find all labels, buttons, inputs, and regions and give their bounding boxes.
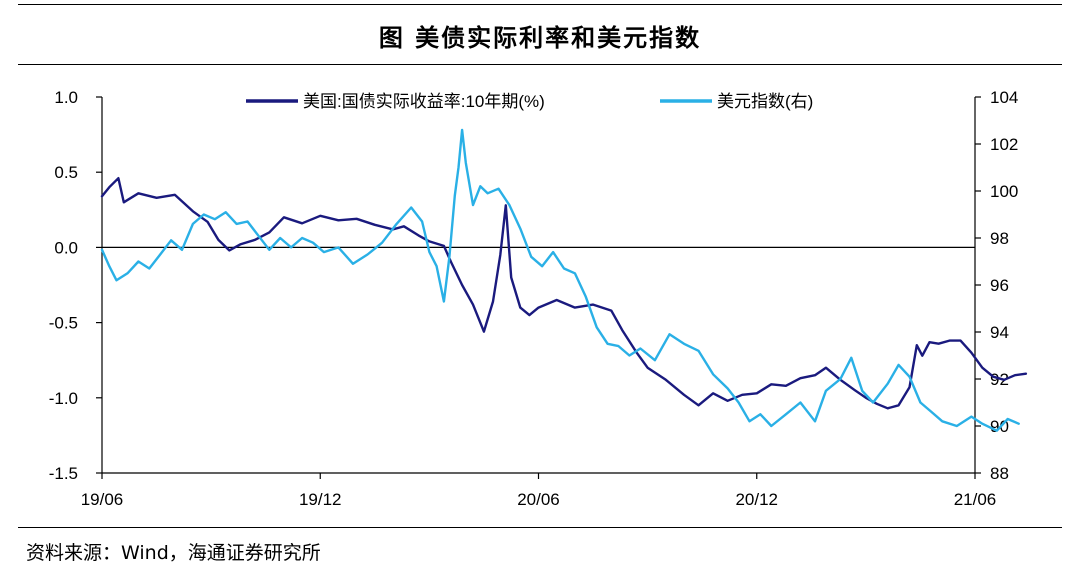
source-note: 资料来源：Wind，海通证券研究所 — [26, 542, 321, 564]
right-tick-label: 96 — [990, 276, 1009, 295]
source-rule — [18, 527, 1062, 528]
x-axis-ticks: 19/06 19/12 20/06 20/12 21/06 — [81, 473, 997, 509]
chart-axes — [101, 97, 976, 474]
left-tick-label: -1.0 — [49, 389, 78, 408]
right-tick-label: 104 — [990, 88, 1018, 107]
legend-label-real-yield: 美国:国债实际收益率:10年期(%) — [303, 92, 545, 111]
x-tick-label: 20/12 — [735, 490, 778, 509]
x-tick-label: 20/06 — [517, 490, 560, 509]
left-tick-label: 1.0 — [54, 88, 78, 107]
legend-label-dxy: 美元指数(右) — [717, 92, 813, 111]
x-tick-label: 19/12 — [299, 490, 342, 509]
top-rule — [18, 4, 1062, 5]
left-tick-label: 0.5 — [54, 163, 78, 182]
title-rule — [18, 64, 1062, 65]
right-tick-label: 102 — [990, 135, 1018, 154]
chart-title: 图 美债实际利率和美元指数 — [378, 24, 702, 52]
left-axis-ticks: 1.0 0.5 0.0 -0.5 -1.0 -1.5 — [49, 88, 102, 483]
left-tick-label: -0.5 — [49, 314, 78, 333]
chart-plot: 1.00.50.0-0.5-1.0-1.5 104102100989694929… — [49, 88, 1028, 509]
x-tick-label: 21/06 — [954, 490, 997, 509]
chart-legend: 美国:国债实际收益率:10年期(%) 美元指数(右) — [246, 92, 813, 111]
right-tick-label: 94 — [990, 323, 1009, 342]
series-line-real-yield — [100, 176, 1028, 410]
left-tick-label: -1.5 — [49, 464, 78, 483]
right-tick-label: 98 — [990, 229, 1009, 248]
series-line-dxy — [100, 128, 1020, 432]
chart-series — [100, 128, 1028, 432]
right-tick-label: 100 — [990, 182, 1018, 201]
x-tick-label: 19/06 — [81, 490, 124, 509]
right-tick-label: 88 — [990, 464, 1009, 483]
left-tick-label: 0.0 — [54, 238, 78, 257]
